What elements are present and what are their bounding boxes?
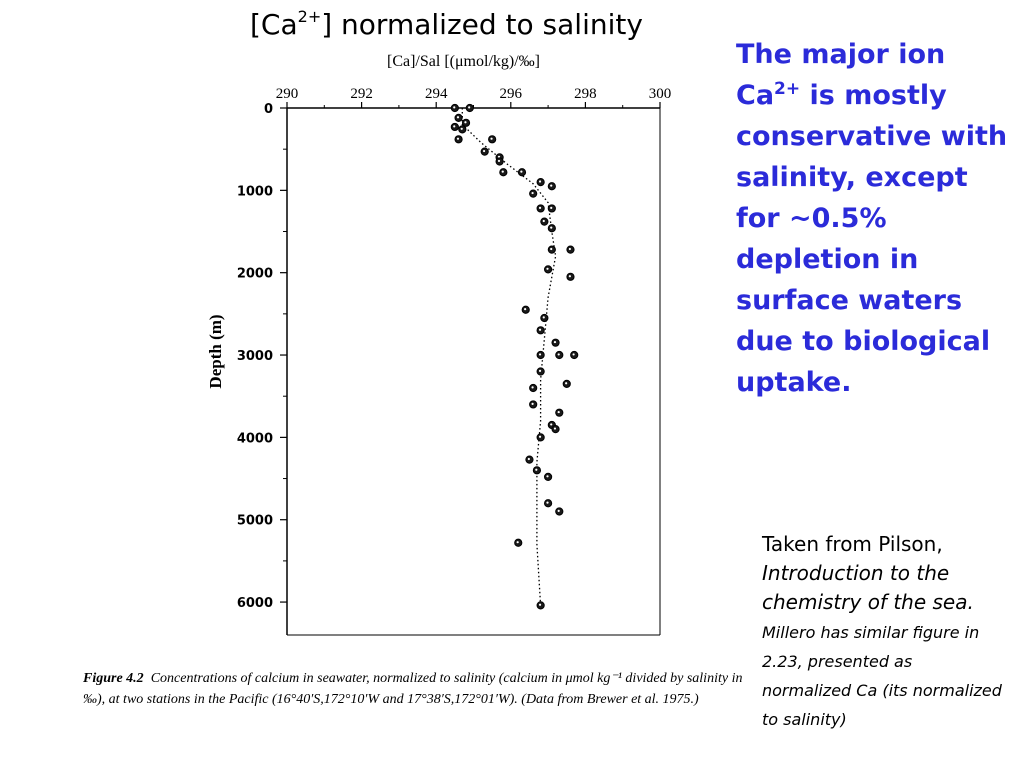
- y-tick-label: 1000: [237, 184, 273, 199]
- data-point-highlight: [538, 328, 542, 331]
- data-point-highlight: [550, 423, 553, 426]
- labels-layer: 290 292 294 296 298 3000100020003000400050006…: [206, 53, 671, 611]
- credit-intro: Taken from Pilson,: [762, 532, 943, 556]
- axes-layer: [280, 102, 661, 636]
- data-point-highlight: [557, 509, 560, 512]
- data-point-highlight: [546, 501, 549, 504]
- x-tick-label: 300: [649, 86, 672, 102]
- data-point-highlight: [535, 468, 538, 471]
- data-point-highlight: [460, 127, 463, 130]
- data-point-highlight: [516, 541, 519, 544]
- data-point-highlight: [557, 410, 560, 414]
- data-point-highlight: [568, 247, 571, 251]
- slide-title: [Ca2+] normalized to salinity: [250, 8, 643, 41]
- data-point-highlight: [542, 316, 545, 319]
- caption-text: Concentrations of calcium in seawater, n…: [83, 671, 743, 707]
- data-point-highlight: [538, 353, 542, 356]
- title-superscript: 2+: [297, 6, 322, 26]
- conclusion-text-b: is mostly conservative with salinity, ex…: [736, 80, 1008, 398]
- y-tick-label: 3000: [237, 349, 273, 364]
- data-point-highlight: [531, 402, 534, 405]
- data-point-highlight: [464, 121, 467, 124]
- data-point-highlight: [456, 116, 460, 119]
- y-tick-label: 4000: [237, 431, 273, 446]
- data-point-highlight: [550, 247, 553, 251]
- x-tick-label: 294: [425, 86, 448, 102]
- data-point-highlight: [568, 275, 571, 278]
- x-tick-label: 296: [500, 86, 523, 102]
- data-point-highlight: [546, 267, 549, 270]
- data-point-highlight: [553, 427, 557, 430]
- data-point-highlight: [550, 184, 553, 187]
- source-credit: Taken from Pilson, Introduction to the c…: [762, 530, 1002, 733]
- x-tick-label: 290: [276, 86, 299, 102]
- figure-caption: Figure 4.2 Concentrations of calcium in …: [83, 668, 763, 710]
- data-point-highlight: [490, 137, 493, 140]
- data-point-highlight: [520, 170, 523, 173]
- data-point-highlight: [501, 170, 504, 173]
- data-point-highlight: [550, 206, 553, 209]
- data-point-highlight: [531, 191, 534, 195]
- title-prefix: [Ca: [250, 8, 298, 41]
- credit-note: Millero has similar figure in 2.23, pres…: [762, 623, 1002, 729]
- data-point-highlight: [453, 106, 456, 109]
- data-point-highlight: [538, 369, 542, 372]
- data-point-highlight: [565, 382, 568, 385]
- caption-label: Figure 4.2: [83, 671, 144, 686]
- data-point-highlight: [538, 206, 542, 209]
- marks-layer: [450, 103, 579, 610]
- x-tick-label: 292: [350, 86, 373, 102]
- conclusion-text-a: The major ion Ca: [736, 39, 946, 111]
- y-tick-label: 2000: [237, 267, 273, 282]
- data-point-highlight: [542, 219, 545, 223]
- data-point-highlight: [538, 180, 542, 183]
- data-point-highlight: [468, 106, 471, 109]
- data-point-highlight: [553, 340, 557, 344]
- data-point-highlight: [572, 353, 575, 356]
- data-point-highlight: [524, 308, 527, 311]
- data-point-highlight: [527, 457, 530, 461]
- y-tick-label: 0: [264, 102, 273, 117]
- data-point-highlight: [557, 353, 560, 356]
- data-point-highlight: [482, 149, 486, 153]
- trend-line: [461, 108, 557, 606]
- y-tick-label: 5000: [237, 514, 273, 529]
- data-point-highlight: [453, 125, 456, 128]
- x-axis-label: [Ca]/Sal [(μmol/kg)/‰]: [387, 53, 540, 70]
- data-point-highlight: [497, 159, 501, 163]
- data-point-highlight: [550, 226, 553, 229]
- x-tick-label: 298: [574, 86, 597, 102]
- y-tick-label: 6000: [237, 596, 273, 611]
- data-point-highlight: [531, 386, 534, 389]
- data-point-highlight: [497, 155, 501, 158]
- data-point-highlight: [456, 137, 460, 140]
- conclusion-text: The major ion Ca2+ is mostly conservativ…: [736, 34, 1016, 403]
- y-axis-label: Depth (m): [206, 314, 225, 388]
- title-suffix: ] normalized to salinity: [321, 8, 643, 41]
- data-point-highlight: [538, 435, 542, 438]
- data-point-highlight: [546, 475, 549, 478]
- conclusion-superscript: 2+: [774, 79, 801, 99]
- credit-book-title: Introduction to the chemistry of the sea…: [762, 561, 974, 614]
- data-point-highlight: [538, 603, 542, 606]
